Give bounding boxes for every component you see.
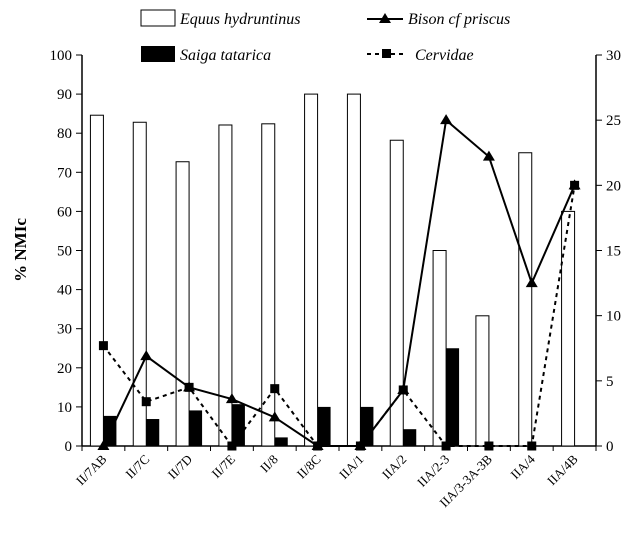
point-bison-0 — [97, 440, 110, 450]
bar-saiga-7 — [403, 429, 417, 446]
bar-saiga-6 — [360, 406, 374, 446]
legend: Equus hydruntinus Bison cf priscus Saiga… — [140, 9, 510, 64]
y-tick-label-left-9: 90 — [57, 87, 72, 103]
point-bison-9 — [482, 150, 495, 161]
y-tick-label-left-5: 50 — [57, 244, 72, 260]
bar-equus-8 — [432, 250, 447, 447]
y-tick-label-left-4: 40 — [57, 283, 72, 299]
point-bison-10 — [525, 277, 538, 288]
y-tick-label-right-4: 20 — [606, 178, 621, 194]
bar-saiga-3 — [231, 404, 245, 446]
point-bison-3 — [225, 393, 238, 404]
bar-equus-9 — [475, 315, 490, 447]
point-cervidae-1 — [141, 397, 151, 407]
x-tick-label-1: II/7C — [122, 452, 152, 482]
x-tick-label-11: IIA/4B — [544, 451, 581, 488]
legend-swatch-equus — [140, 9, 176, 27]
point-cervidae-8 — [441, 441, 451, 451]
point-bison-8 — [440, 114, 453, 125]
point-cervidae-3 — [227, 441, 237, 451]
x-tick-label-3: II/7E — [209, 451, 239, 481]
y-tick-label-right-0: 0 — [606, 439, 614, 455]
line-cervidae — [102, 185, 576, 448]
line-bison — [102, 118, 576, 447]
point-bison-7 — [397, 383, 410, 394]
bar-equus-3 — [218, 124, 233, 447]
bar-equus-0 — [89, 114, 104, 447]
bar-saiga-4 — [274, 437, 288, 446]
y-tick-label-left-7: 70 — [57, 165, 72, 181]
bar-equus-4 — [261, 123, 276, 447]
lines — [97, 114, 581, 451]
y-tick-label-right-3: 15 — [606, 244, 621, 260]
point-bison-1 — [140, 350, 153, 361]
bar-equus-6 — [346, 93, 361, 447]
point-bison-2 — [183, 381, 196, 392]
y-axis-label: % NMIc — [11, 218, 30, 282]
legend-swatch-bison — [367, 13, 403, 23]
x-tick-label-7: IIA/2 — [379, 452, 410, 483]
point-cervidae-9 — [484, 441, 494, 451]
y-tick-label-left-2: 20 — [57, 361, 72, 377]
y-tick-label-right-6: 30 — [606, 48, 621, 64]
bar-equus-11 — [561, 210, 576, 447]
y-tick-label-right-2: 10 — [606, 309, 621, 325]
y-tick-label-left-6: 60 — [57, 204, 72, 220]
x-tick-label-5: II/8C — [294, 452, 324, 482]
point-cervidae-10 — [527, 441, 537, 451]
point-bison-5 — [311, 440, 324, 450]
legend-label-saiga: Saiga tatarica — [180, 47, 271, 64]
point-cervidae-0 — [98, 341, 108, 351]
x-tick-label-4: II/8 — [257, 452, 281, 476]
legend-label-cervidae: Cervidae — [415, 47, 474, 64]
y-tick-label-right-5: 25 — [606, 113, 621, 129]
point-bison-6 — [354, 440, 367, 450]
bar-equus-2 — [175, 161, 190, 447]
y-tick-label-left-0: 0 — [65, 439, 73, 455]
bar-saiga-1 — [146, 419, 160, 446]
point-cervidae-4 — [270, 384, 280, 394]
x-tick-label-2: II/7D — [165, 452, 196, 483]
bars — [89, 93, 576, 447]
y-tick-label-right-1: 5 — [606, 374, 614, 390]
bar-equus-10 — [518, 152, 533, 447]
point-bison-11 — [568, 179, 581, 190]
y-tick-label-left-1: 10 — [57, 400, 72, 416]
legend-label-bison: Bison cf priscus — [408, 11, 510, 28]
y-tick-label-left-8: 80 — [57, 126, 72, 142]
y-tick-label-left-3: 30 — [57, 322, 72, 338]
legend-swatch-saiga — [141, 46, 175, 62]
y-tick-label-left-10: 100 — [50, 48, 73, 64]
x-tick-label-10: IIA/4 — [507, 451, 538, 482]
bar-equus-5 — [304, 93, 319, 447]
point-bison-4 — [268, 411, 281, 422]
legend-label-equus: Equus hydruntinus — [179, 11, 300, 28]
legend-swatch-cervidae — [367, 49, 403, 58]
x-tick-label-0: II/7AB — [73, 451, 110, 488]
bar-saiga-5 — [317, 406, 331, 446]
x-tick-label-6: IIA/1 — [336, 452, 367, 483]
bar-saiga-8 — [446, 348, 460, 446]
bar-equus-7 — [389, 139, 404, 447]
bar-saiga-2 — [189, 410, 203, 446]
x-tick-label-8: IIA/2-3 — [414, 452, 452, 490]
